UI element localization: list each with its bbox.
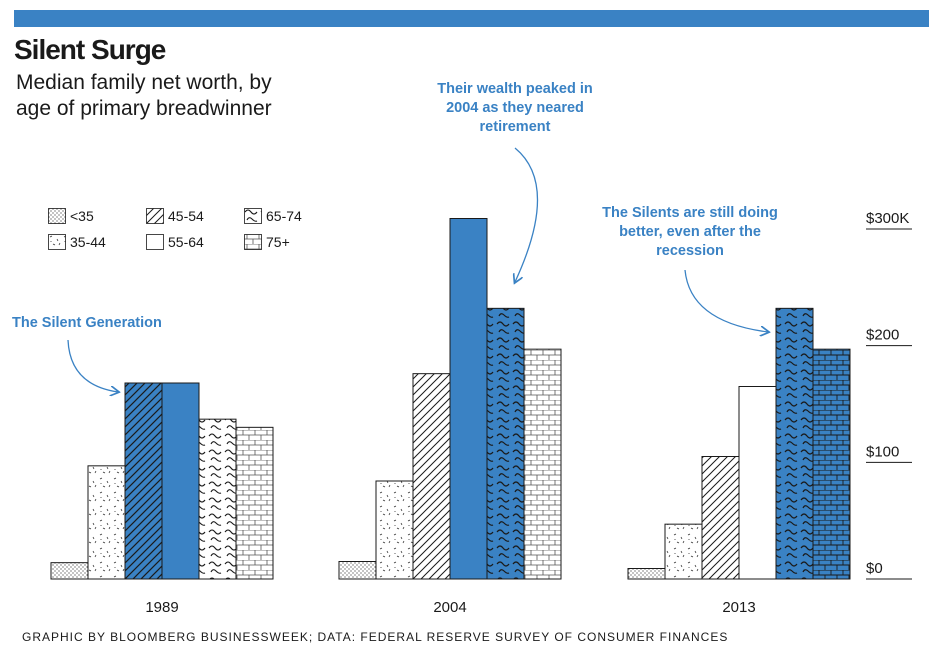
legend-swatch-wave [244,208,262,224]
bar-2013-65-74 [775,307,814,580]
bar-1989-45-54 [124,382,163,580]
bar-2004-under-35 [338,561,377,580]
x-tick-label: 2004 [433,599,466,616]
bar-1989-65-74 [198,418,237,580]
y-tick-label: $200 [866,327,899,344]
y-tick-label: $0 [866,560,883,577]
legend-item-45-54: 45-54 [146,208,204,224]
y-tick-label: $300K [866,210,909,227]
bar-2013-under-35 [627,568,666,580]
bar-1989-55-64 [161,382,200,580]
legend-label: 55-64 [168,234,204,250]
x-axis: 1989 2004 2013 [145,599,755,616]
annotation-arrow [67,339,118,392]
annotation-still-better: The Silents are still doing better, even… [602,205,778,259]
y-axis: $0 $100 $200 $300K [866,210,912,580]
legend-item-65-74: 65-74 [244,208,302,224]
bar-2004-75-plus [523,348,562,580]
legend-label: 65-74 [266,208,302,224]
legend-item-35-44: 35-44 [48,234,106,250]
top-accent-bar [14,10,929,27]
bar-2013-55-64 [738,386,777,580]
legend-label: 75+ [266,234,290,250]
chart-subtitle: Median family net worth, by age of prima… [16,71,272,120]
legend-item-55-64: 55-64 [146,234,204,250]
bars-layer [50,218,851,580]
bar-2004-65-74 [486,307,525,580]
legend-swatch-hatch [146,208,164,224]
annotation-silent-generation: The Silent Generation [12,315,162,331]
bar-2004-35-44 [375,480,414,580]
bar-2004-45-54 [412,373,451,580]
legend-item-75-plus: 75+ [244,234,290,250]
bar-1989-75-plus [235,426,274,580]
bar-2004-55-64 [449,218,488,580]
bar-2013-45-54 [701,456,740,580]
annotation-peak-2004: Their wealth peaked in 2004 as they near… [437,81,593,135]
legend-label: 45-54 [168,208,204,224]
y-tick-label: $100 [866,443,899,460]
bar-1989-35-44 [87,465,126,580]
chart-title: Silent Surge [14,34,166,65]
x-tick-label: 2013 [722,599,755,616]
x-tick-label: 1989 [145,599,178,616]
legend-swatch-plain [146,234,164,250]
bar-1989-under-35 [50,562,89,580]
legend-label: 35-44 [70,234,106,250]
bar-2013-75-plus [812,348,851,580]
annotation-arrow [515,147,539,282]
legend-swatch-brick [244,234,262,250]
legend-item-under-35: <35 [48,208,94,224]
legend-label: <35 [70,208,94,224]
bar-2013-35-44 [664,523,703,580]
footer-credit: GRAPHIC BY BLOOMBERG BUSINESSWEEK; DATA:… [22,630,729,644]
annotation-arrow [684,269,768,332]
legend-swatch-dots [48,208,66,224]
legend-swatch-specks [48,234,66,250]
legend: <35 35-44 45-54 55-64 65-74 75+ [48,208,348,264]
